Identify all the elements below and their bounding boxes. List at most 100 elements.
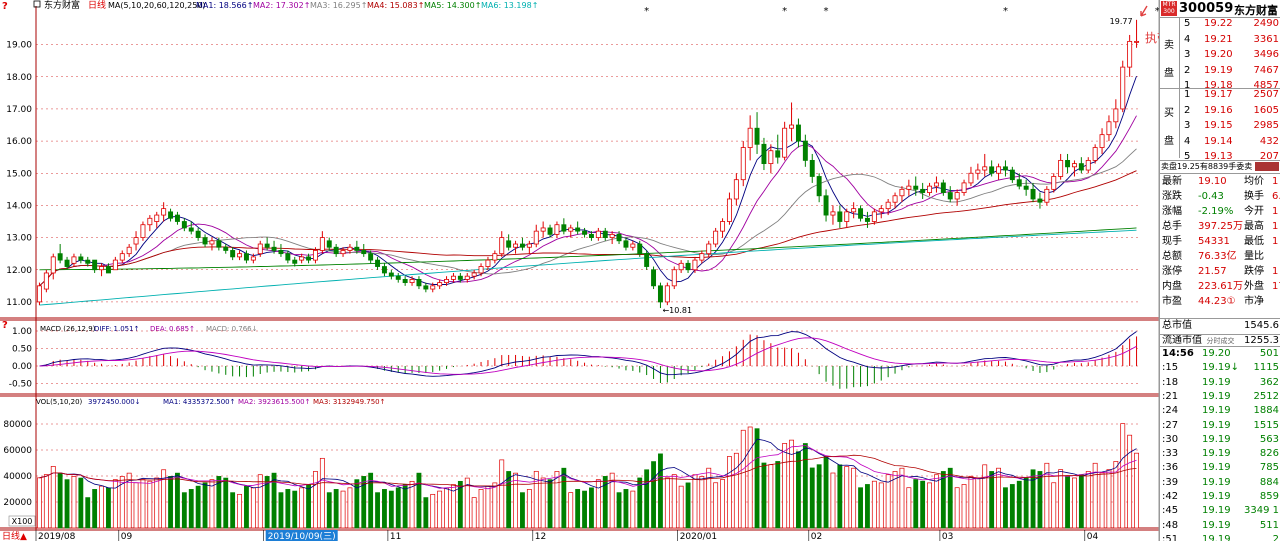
divider (1160, 88, 1280, 89)
candle (140, 224, 146, 238)
market-value-row: 流通市值 1255.3 (1160, 334, 1280, 348)
ma-value: MA4: 15.083↑ (367, 1, 424, 10)
vol-value: MA3: 3132949.750↑ (313, 398, 386, 406)
order-book-row: 2 19.19 7467 (1160, 64, 1280, 78)
candle (78, 256, 84, 261)
tick-volume: 3349 1 (1244, 505, 1279, 517)
volume-bar (961, 484, 967, 529)
volume-bar (278, 492, 284, 529)
candle (775, 150, 781, 158)
volume-bar (871, 480, 877, 529)
candle (989, 166, 995, 174)
volume-bar (644, 469, 650, 529)
level-price: 19.15 (1204, 120, 1233, 131)
buy-label-1: 买 (1164, 108, 1174, 119)
help-icon: ? (2, 320, 8, 331)
quote-key-2: 市净 (1244, 296, 1264, 307)
candle (733, 179, 739, 200)
quote-key-2: 最低 (1244, 236, 1264, 247)
tick-row: :24 19.19 1884 (1160, 404, 1280, 418)
candle (637, 243, 643, 255)
ma-value: MA6: 13.198↑ (481, 1, 538, 10)
macd-line (39, 331, 1137, 377)
candle (243, 253, 249, 261)
volume-bar (844, 466, 850, 529)
candle (1134, 40, 1140, 43)
candle (71, 256, 77, 264)
tick-volume: 2512 (1253, 390, 1279, 402)
divider (1160, 17, 1280, 18)
level-volume: 2490 (1253, 18, 1279, 29)
volume-bar (602, 476, 608, 529)
candle (312, 250, 318, 261)
vol-label: VOL(5,10,20) (36, 398, 83, 406)
volume-bar (809, 467, 815, 529)
ma-line (39, 170, 1137, 287)
tick-row: :15 19.19↓ 1115 (1160, 361, 1280, 375)
candle (292, 259, 298, 264)
level-volume: 1605 (1253, 104, 1279, 116)
tick-price: 19.19 (1202, 491, 1231, 502)
chart-area[interactable]: ? 东方财富 日线 MA(5,10,20,60,120,250)MA1: 18.566… (0, 0, 1159, 541)
candle (699, 253, 705, 261)
quote-key: 总额 (1162, 251, 1182, 262)
volume-bar (989, 471, 995, 529)
tick-time: :24 (1162, 405, 1179, 417)
tick-time: :18 (1162, 376, 1179, 388)
volume-bar (464, 477, 470, 529)
vol-value: MA2: 3923615.500↑ (238, 398, 311, 406)
volume-bar (264, 476, 270, 529)
volume-bar (616, 492, 622, 529)
macd-line (39, 337, 1137, 375)
quote-value: 223.61万 (1198, 281, 1243, 292)
candle (809, 159, 815, 177)
candle (126, 246, 132, 255)
candle (830, 211, 836, 216)
quote-value-2: 1 (1272, 221, 1279, 232)
quote-row: 涨跌 -0.43 换手 6. (1160, 190, 1280, 204)
tick-line-button[interactable] (1255, 162, 1279, 171)
ma-value: MA1: 18.566↑ (196, 1, 253, 10)
volume-bar (37, 477, 42, 529)
x-tick-label: 2020/01 (680, 532, 717, 541)
candle (547, 227, 553, 235)
candle (340, 250, 346, 255)
high-label: 19.77 (1110, 17, 1133, 26)
candle (720, 221, 726, 232)
tick-price: 19.19 (1202, 519, 1231, 531)
volume-bar (865, 484, 870, 529)
volume-bar (533, 470, 539, 529)
candle (347, 246, 353, 251)
volume-bar (1003, 487, 1008, 529)
vol-tick: 60000 (3, 446, 32, 456)
x-tick-label: 12 (535, 532, 546, 541)
candle (416, 279, 422, 287)
volume-bar (354, 479, 360, 529)
candle (968, 172, 974, 184)
candle (230, 250, 236, 258)
ticks-title: 分时成交 (1206, 337, 1235, 345)
volume-bar (1051, 482, 1057, 529)
tick-volume: 511 (1259, 519, 1279, 531)
vol-tick: 20000 (3, 498, 32, 508)
quote-key-2: 换手 (1244, 191, 1264, 202)
candle (250, 256, 256, 261)
period-tab[interactable]: 日线▲ (2, 530, 27, 541)
candle (768, 150, 774, 165)
volume-bar (361, 476, 367, 529)
volume-bar (513, 472, 518, 529)
volume-bar (188, 489, 194, 529)
volume-bar (423, 497, 429, 529)
stock-marker-icon (33, 0, 41, 8)
candle (554, 224, 560, 235)
candle (664, 285, 670, 303)
tick-volume: 826 (1259, 448, 1279, 460)
tick-row: :51 19.19 2 (1160, 533, 1280, 541)
volume-bar (126, 472, 132, 529)
volume-bar (1078, 474, 1084, 529)
volume-bar (1106, 469, 1112, 529)
ma-label: MA(5,10,20,60,120,250) (108, 1, 206, 10)
volume-bar (837, 464, 843, 529)
candle (1016, 179, 1022, 187)
